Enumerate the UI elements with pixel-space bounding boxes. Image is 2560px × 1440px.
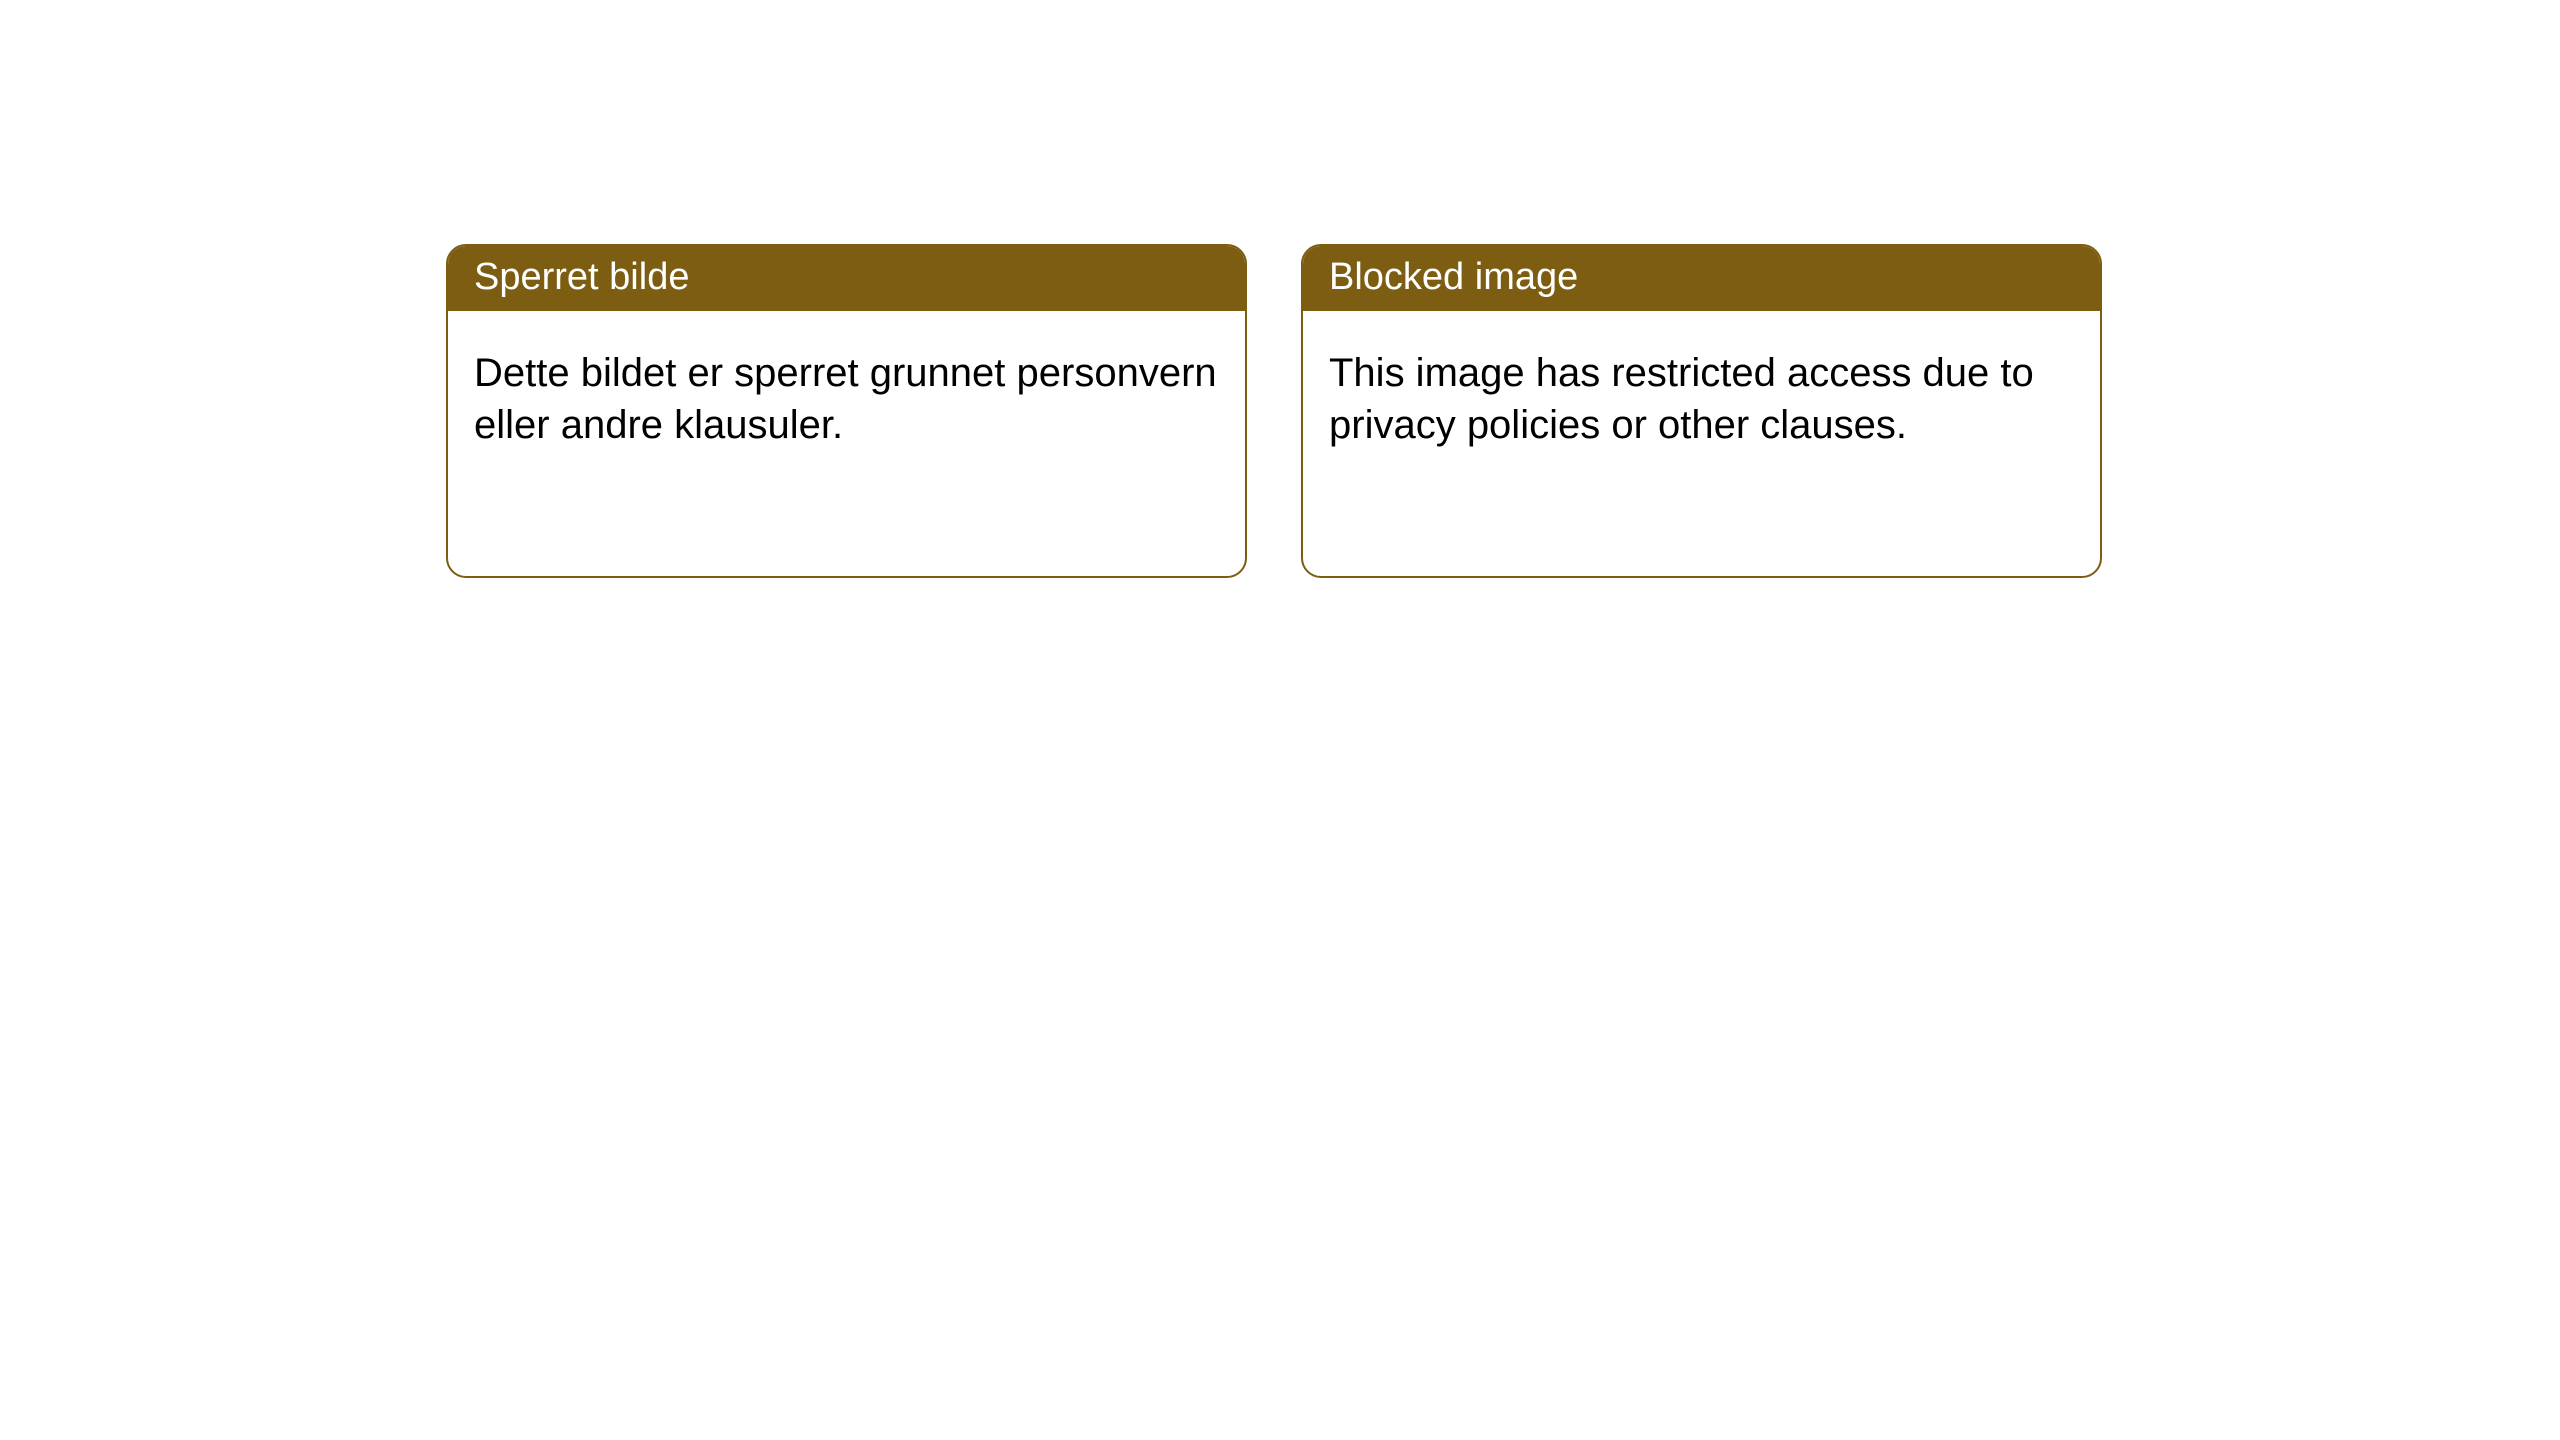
blocked-image-notice-en: Blocked image This image has restricted … (1301, 244, 2102, 578)
notice-body-en: This image has restricted access due to … (1303, 311, 2100, 477)
notice-container: Sperret bilde Dette bildet er sperret gr… (0, 0, 2560, 578)
notice-title-no: Sperret bilde (448, 246, 1245, 311)
notice-title-en: Blocked image (1303, 246, 2100, 311)
blocked-image-notice-no: Sperret bilde Dette bildet er sperret gr… (446, 244, 1247, 578)
notice-body-no: Dette bildet er sperret grunnet personve… (448, 311, 1245, 477)
